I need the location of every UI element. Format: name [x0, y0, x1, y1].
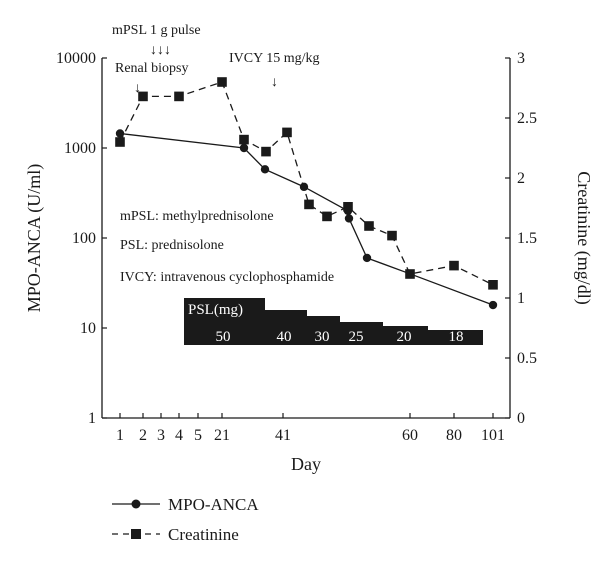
mpo-anca-point [362, 253, 372, 263]
y-right-tick-label: 1 [517, 290, 525, 307]
x-tick-label: 21 [214, 427, 230, 444]
x-axis-title: Day [291, 454, 321, 474]
mpo-anca-point [260, 165, 270, 174]
creatinine-point [364, 221, 374, 231]
abbreviation-note: PSL: prednisolone [120, 238, 224, 253]
psl-dose-bar [307, 316, 340, 345]
mpo-anca-point [488, 300, 498, 310]
creatinine-point [239, 134, 249, 145]
y-left-tick-label: 10000 [56, 50, 96, 67]
y-right-axis-title: Creatinine (mg/dl) [573, 171, 594, 304]
legend-creatinine-marker [131, 529, 141, 539]
x-tick-label: 101 [481, 427, 505, 444]
creatinine-point [261, 146, 271, 157]
creatinine-point [138, 91, 148, 102]
psl-dose-block: 50 40 30 25 20 18 PSL(mg) [184, 298, 483, 345]
legend-creatinine-label: Creatinine [168, 525, 239, 544]
legend-mpo-marker [131, 499, 141, 509]
legend-mpo-label: MPO-ANCA [168, 495, 259, 514]
psl-dose-bar [184, 298, 265, 345]
y-left-tick-label: 1000 [64, 140, 96, 157]
psl-dose-bar [265, 310, 307, 345]
psl-dose-label: 50 [216, 329, 231, 345]
psl-dose-label: 40 [277, 329, 292, 345]
psl-dose-label: 20 [397, 329, 412, 345]
biopsy-arrow: ↓ [134, 81, 141, 96]
creatinine-point [449, 260, 459, 271]
x-tick-label: 4 [175, 427, 183, 444]
y-left-tick-label: 10 [80, 320, 96, 337]
creatinine-point [387, 230, 397, 241]
y-right-tick-label: 3 [517, 50, 525, 67]
psl-dose-bar [340, 322, 383, 345]
psl-dose-label: 25 [349, 329, 364, 345]
creatinine-line [119, 81, 494, 286]
creatinine-point [217, 77, 227, 87]
x-tick-label: 3 [157, 427, 165, 444]
x-tick-label: 41 [275, 427, 291, 444]
psl-dose-label: 30 [315, 329, 330, 345]
psl-dose-bar [383, 326, 428, 345]
y-right-tick-label: 1.5 [517, 230, 537, 247]
y-right-tick-label: 0 [517, 410, 525, 427]
creatinine-point [343, 202, 353, 212]
creatinine-point [282, 127, 292, 138]
y-left-axis-title: MPO-ANCA (U/ml) [24, 164, 45, 313]
ivcy-annotation: IVCY 15 mg/kg [229, 51, 319, 66]
x-tick-label: 80 [446, 427, 462, 444]
mpo-anca-point [115, 129, 125, 138]
annotations: mPSL 1 g pulse ↓↓↓ Renal biopsy ↓ IVCY 15 mg… [112, 23, 334, 285]
creatinine-point [405, 269, 415, 279]
creatinine-point [322, 211, 332, 222]
y-left-tick-label: 100 [72, 230, 96, 247]
x-tick-label: 5 [194, 427, 202, 444]
creatinine-point [488, 280, 498, 290]
abbreviation-note: IVCY: intravenous cyclophosphamide [120, 270, 334, 285]
mpo-anca-point [239, 143, 249, 153]
ivcy-arrow: ↓ [271, 75, 278, 90]
x-tick-label: 60 [402, 427, 418, 444]
creatinine-point [304, 199, 314, 210]
legend: MPO-ANCA Creatinine [112, 495, 259, 544]
y-right-tick-label: 2 [517, 170, 525, 187]
pulse-arrows: ↓↓↓ [150, 43, 171, 58]
psl-dose-label: 18 [449, 329, 464, 345]
creatinine-point [174, 91, 184, 102]
psl-title: PSL(mg) [188, 302, 243, 318]
x-tick-label: 2 [139, 427, 147, 444]
biopsy-annotation: Renal biopsy [115, 61, 189, 76]
pulse-annotation: mPSL 1 g pulse [112, 23, 201, 38]
mpo-anca-point [344, 214, 354, 223]
y-right-tick-label: 2.5 [517, 110, 537, 127]
x-tick-label: 1 [116, 427, 124, 444]
y-left-tick-label: 1 [88, 410, 96, 427]
abbreviation-note: mPSL: methylprednisolone [120, 209, 274, 224]
series-layer [115, 77, 498, 310]
creatinine-point [115, 137, 125, 147]
psl-dose-bar [428, 330, 483, 345]
y-right-tick-label: 0.5 [517, 350, 537, 367]
